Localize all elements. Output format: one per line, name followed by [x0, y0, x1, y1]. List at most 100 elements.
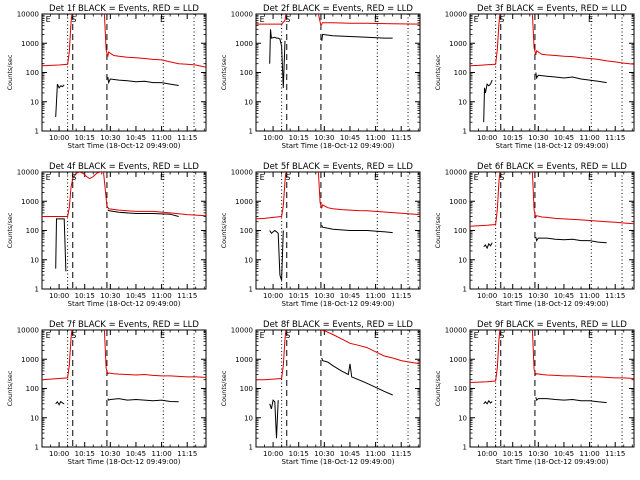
panel-title: Det 1f BLACK = Events, RED = LLD	[49, 4, 199, 14]
x-tick-label: 10:45	[554, 450, 574, 458]
x-tick-label: 10:00	[49, 292, 69, 300]
y-axis-label: Counts/sec	[6, 54, 14, 90]
x-tick-label: 11:15	[605, 134, 625, 142]
x-tick-label: 10:30	[100, 450, 120, 458]
panel-det-6f: Det 6f BLACK = Events, RED = LLD 1 10 100 10…	[434, 162, 635, 308]
x-tick-label: 10:30	[528, 292, 548, 300]
x-tick-label: 10:30	[528, 134, 548, 142]
panel-title: Det 3f BLACK = Events, RED = LLD	[477, 4, 627, 14]
y-tick-label: 10000	[445, 169, 467, 177]
panel-det-9f: Det 9f BLACK = Events, RED = LLD 1 10 100 10…	[434, 320, 635, 466]
plot-area	[470, 14, 634, 123]
lld-series-line	[470, 172, 501, 227]
panel-det-5f: Det 5f BLACK = Events, RED = LLD 1 10 100 10…	[220, 162, 421, 308]
events-series-line	[483, 79, 493, 123]
x-tick-label: 11:00	[365, 450, 385, 458]
panel-det-7f: Det 7f BLACK = Events, RED = LLD 1 10 100 10…	[6, 320, 207, 466]
x-tick-label: 10:00	[477, 450, 497, 458]
time-marker-label: E	[160, 15, 165, 24]
time-marker-label: S	[499, 15, 504, 24]
y-tick-label: 100	[240, 69, 253, 77]
y-tick-label: 1000	[235, 198, 253, 206]
x-tick-label: 11:15	[177, 134, 197, 142]
events-series-line	[321, 225, 393, 234]
panel-title: Det 6f BLACK = Events, RED = LLD	[477, 162, 627, 172]
events-series-line	[107, 209, 179, 217]
lld-series-line	[320, 330, 420, 365]
time-marker-label: S	[285, 331, 290, 340]
time-marker-label: E	[374, 173, 379, 182]
events-series-line	[535, 397, 607, 404]
x-tick-label: 11:15	[177, 450, 197, 458]
lld-series-line	[103, 14, 206, 68]
y-tick-label: 1	[35, 286, 39, 294]
x-tick-label: 10:15	[75, 292, 95, 300]
time-marker-label: E	[160, 331, 165, 340]
y-tick-label: 100	[26, 227, 39, 235]
time-marker-label: E	[374, 331, 379, 340]
x-tick-label: 11:00	[579, 450, 599, 458]
x-tick-label: 10:30	[100, 292, 120, 300]
plot-area	[470, 330, 634, 405]
y-tick-label: 10000	[231, 11, 253, 19]
x-tick-label: 11:15	[605, 292, 625, 300]
time-marker-label: E	[160, 173, 165, 182]
y-tick-label: 1	[463, 286, 467, 294]
panel-det-4f: Det 4f BLACK = Events, RED = LLD 1 10 100 10…	[6, 162, 207, 308]
x-axis-label: Start Time (18-Oct-12 09:49:00)	[282, 142, 395, 150]
time-marker-label: S	[285, 173, 290, 182]
y-axis-label: Counts/sec	[220, 212, 228, 248]
x-tick-label: 10:45	[340, 292, 360, 300]
time-marker-label: S	[71, 173, 76, 182]
y-tick-label: 1000	[449, 356, 467, 364]
lld-series-line	[317, 14, 420, 27]
x-tick-label: 10:45	[340, 450, 360, 458]
x-tick-label: 11:00	[365, 292, 385, 300]
panel-title: Det 7f BLACK = Events, RED = LLD	[49, 320, 199, 330]
y-tick-label: 1	[249, 444, 253, 452]
y-tick-label: 10	[244, 98, 253, 106]
x-tick-label: 11:15	[391, 134, 411, 142]
time-marker-label: E	[474, 15, 479, 24]
y-tick-label: 10000	[17, 11, 39, 19]
x-axis-label: Start Time (18-Oct-12 09:49:00)	[68, 142, 181, 150]
x-tick-label: 10:15	[503, 292, 523, 300]
events-series-line	[269, 399, 279, 439]
x-tick-label: 10:30	[314, 292, 334, 300]
x-tick-label: 10:30	[528, 450, 548, 458]
events-series-line	[535, 236, 607, 244]
x-tick-label: 10:30	[100, 134, 120, 142]
y-tick-label: 1	[249, 128, 253, 136]
x-tick-label: 11:00	[151, 450, 171, 458]
events-series-line	[107, 76, 179, 86]
y-tick-label: 1	[35, 444, 39, 452]
events-series-line	[107, 398, 179, 403]
y-tick-label: 10	[30, 414, 39, 422]
plot-area	[42, 172, 206, 272]
events-series-line	[483, 242, 493, 250]
time-marker-label: E	[474, 331, 479, 340]
lld-series-line	[42, 172, 206, 217]
events-series-line	[55, 83, 65, 118]
time-marker-label: E	[588, 15, 593, 24]
x-tick-label: 10:45	[126, 134, 146, 142]
panel-det-3f: Det 3f BLACK = Events, RED = LLD 1 10 100 10…	[434, 4, 635, 150]
x-axis-label: Start Time (18-Oct-12 09:49:00)	[68, 458, 181, 466]
x-tick-label: 10:15	[503, 134, 523, 142]
x-tick-label: 10:00	[477, 134, 497, 142]
x-tick-label: 10:15	[289, 134, 309, 142]
y-tick-label: 10	[30, 256, 39, 264]
events-series-line	[321, 33, 393, 41]
y-tick-label: 10000	[445, 327, 467, 335]
lld-series-line	[531, 330, 634, 379]
lld-series-line	[42, 14, 73, 67]
y-tick-label: 1000	[21, 40, 39, 48]
y-tick-label: 1000	[21, 198, 39, 206]
x-tick-label: 10:00	[263, 450, 283, 458]
lld-series-line	[531, 172, 634, 225]
y-tick-label: 100	[454, 69, 467, 77]
y-tick-label: 1000	[449, 198, 467, 206]
y-tick-label: 10000	[445, 11, 467, 19]
time-marker-label: E	[374, 15, 379, 24]
x-axis-label: Start Time (18-Oct-12 09:49:00)	[496, 458, 609, 466]
